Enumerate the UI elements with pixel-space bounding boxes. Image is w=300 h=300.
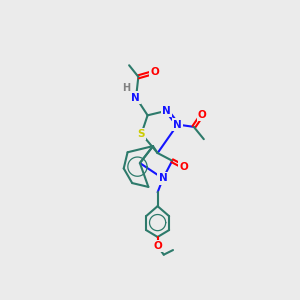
Text: N: N: [131, 93, 140, 103]
Text: S: S: [138, 129, 145, 139]
Text: H: H: [122, 83, 130, 93]
Text: N: N: [173, 119, 182, 130]
Text: O: O: [153, 241, 162, 251]
Text: N: N: [163, 106, 171, 116]
Text: O: O: [150, 67, 159, 77]
Text: O: O: [198, 110, 207, 119]
Text: N: N: [159, 173, 167, 184]
Text: O: O: [179, 162, 188, 172]
